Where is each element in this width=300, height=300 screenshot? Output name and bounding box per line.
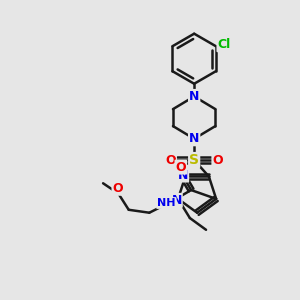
Text: O: O [212, 154, 223, 166]
Text: O: O [176, 160, 186, 174]
Text: O: O [112, 182, 123, 195]
Text: N: N [189, 132, 200, 145]
Text: NH: NH [157, 198, 176, 208]
Text: S: S [189, 153, 199, 167]
Text: N: N [171, 194, 182, 207]
Text: O: O [165, 154, 176, 166]
Text: Cl: Cl [218, 38, 231, 51]
Text: N: N [189, 90, 200, 103]
Text: N: N [178, 169, 188, 182]
